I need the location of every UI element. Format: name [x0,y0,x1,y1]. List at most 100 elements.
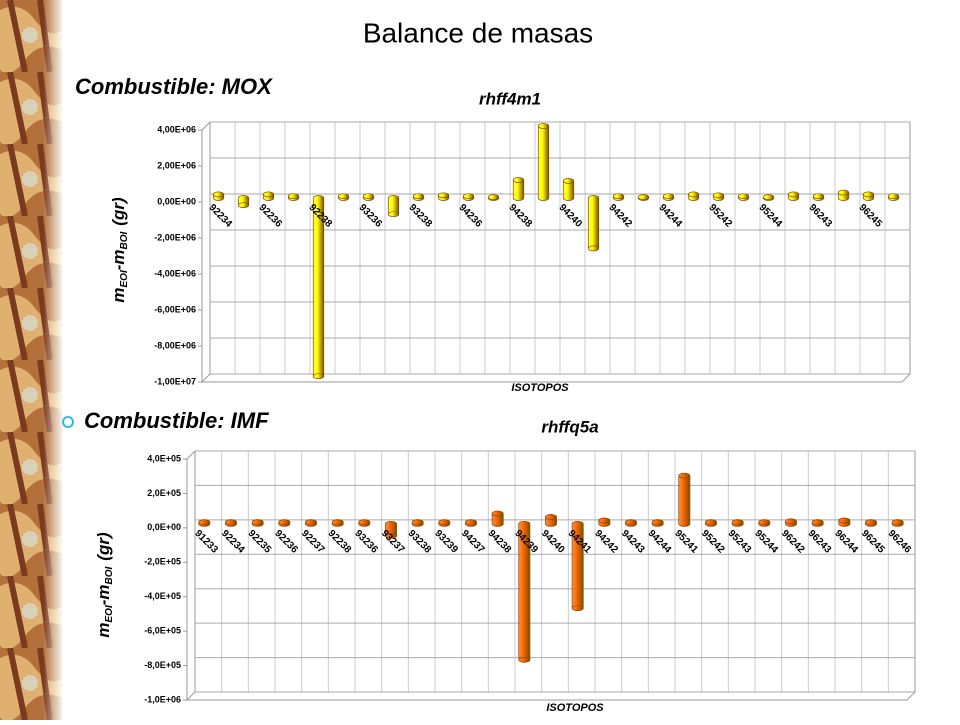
x-tick-label: 94236 [457,202,485,230]
bar [462,193,475,201]
bar [812,193,825,201]
y-tick-label: -1,00E+07 [154,376,196,386]
bar [811,519,824,527]
bar [687,191,700,201]
bar [305,519,317,527]
x-tick-label: 96246 [886,528,914,556]
x-tick-label: 95244 [752,528,780,556]
bar [571,521,584,612]
bar [762,194,775,201]
x-tick-label: 95244 [757,202,785,230]
bar [198,519,211,527]
x-tick-label: 93239 [432,528,460,556]
bar [662,193,675,201]
y-tick-label: 4,0E+05 [147,453,181,463]
x-tick-label: 94242 [607,202,635,230]
y-label-part: m [109,288,128,303]
bar [545,514,557,527]
bar [358,519,371,527]
x-tick-label: 93238 [406,528,434,556]
bar [712,192,725,201]
x-tick-label: 94244 [657,202,685,230]
bar [837,189,850,201]
bar [758,519,771,527]
x-tick-label: 96245 [859,528,887,556]
bar [331,519,344,527]
chart-title: rhff4m1 [479,89,541,108]
x-tick-label: 92238 [326,528,354,556]
x-tick-label: 94242 [592,528,620,556]
x-tick-label: 93238 [407,202,435,230]
y-label-part: -m [109,249,128,270]
subtitle: Combustible: IMF [84,408,269,433]
bar [787,191,800,201]
y-tick-label: -2,00E+06 [154,232,196,242]
x-tick-label: 94237 [459,528,487,556]
bar [737,193,750,201]
x-tick-label: 93236 [352,528,380,556]
x-tick-label: 92237 [299,528,327,556]
bar [387,195,400,218]
x-tick-label: 95243 [726,528,754,556]
bar [512,177,525,201]
y-axis-label: mEOI-mBOI (gr) [94,532,114,638]
bar [838,517,851,527]
bar [385,521,397,539]
bar [251,519,264,527]
bar [887,193,900,201]
x-tick-label: 94238 [507,202,535,230]
bar [438,519,451,527]
x-tick-label: 92236 [257,202,285,230]
bar [598,517,611,527]
y-tick-label: -4,00E+06 [154,268,196,278]
bullet [62,416,74,428]
y-label-part: (gr) [109,197,128,226]
x-tick-label: 94244 [646,528,674,556]
bar [362,193,375,201]
y-axis-label: mEOI-mBOI (gr) [109,197,129,303]
bar [891,519,904,527]
bar [487,194,500,201]
x-tick-label: 94240 [539,528,567,556]
x-axis-label: ISOTOPOS [546,702,604,714]
x-tick-label: 94238 [486,528,514,556]
chart-title: rhffq5a [541,417,598,436]
bar [437,192,450,201]
bar [587,195,600,252]
x-tick-label: 96242 [779,528,807,556]
y-label-part: m [94,623,113,638]
y-tick-label: 0,00E+00 [157,196,196,206]
bar [465,519,477,527]
y-tick-label: -6,0E+05 [144,626,181,636]
bar [537,123,550,201]
bar [312,195,325,380]
bar [785,518,797,527]
bar [678,472,691,527]
bar [625,519,637,527]
bar [212,191,225,201]
x-tick-label: 93236 [357,202,385,230]
bar [411,519,424,527]
y-label-part: (gr) [94,532,113,561]
bar [262,191,275,201]
x-tick-label: 92234 [207,202,235,230]
bar [491,510,504,527]
x-tick-label: 96244 [832,528,860,556]
bar [705,519,717,527]
y-label-part: BOI [119,231,130,249]
bar [612,193,625,201]
y-tick-label: -4,0E+05 [144,591,181,601]
x-tick-label: 94240 [557,202,585,230]
plot-wall [200,121,912,383]
bar [862,191,875,201]
y-tick-label: 2,00E+06 [157,160,196,170]
x-axis-label: ISOTOPOS [511,382,569,394]
bar [278,519,291,527]
y-tick-label: -8,00E+06 [154,340,196,350]
bar [237,195,250,209]
bar [637,194,650,201]
x-tick-label: 92234 [219,528,247,556]
bar [651,519,664,527]
bar [225,519,237,527]
